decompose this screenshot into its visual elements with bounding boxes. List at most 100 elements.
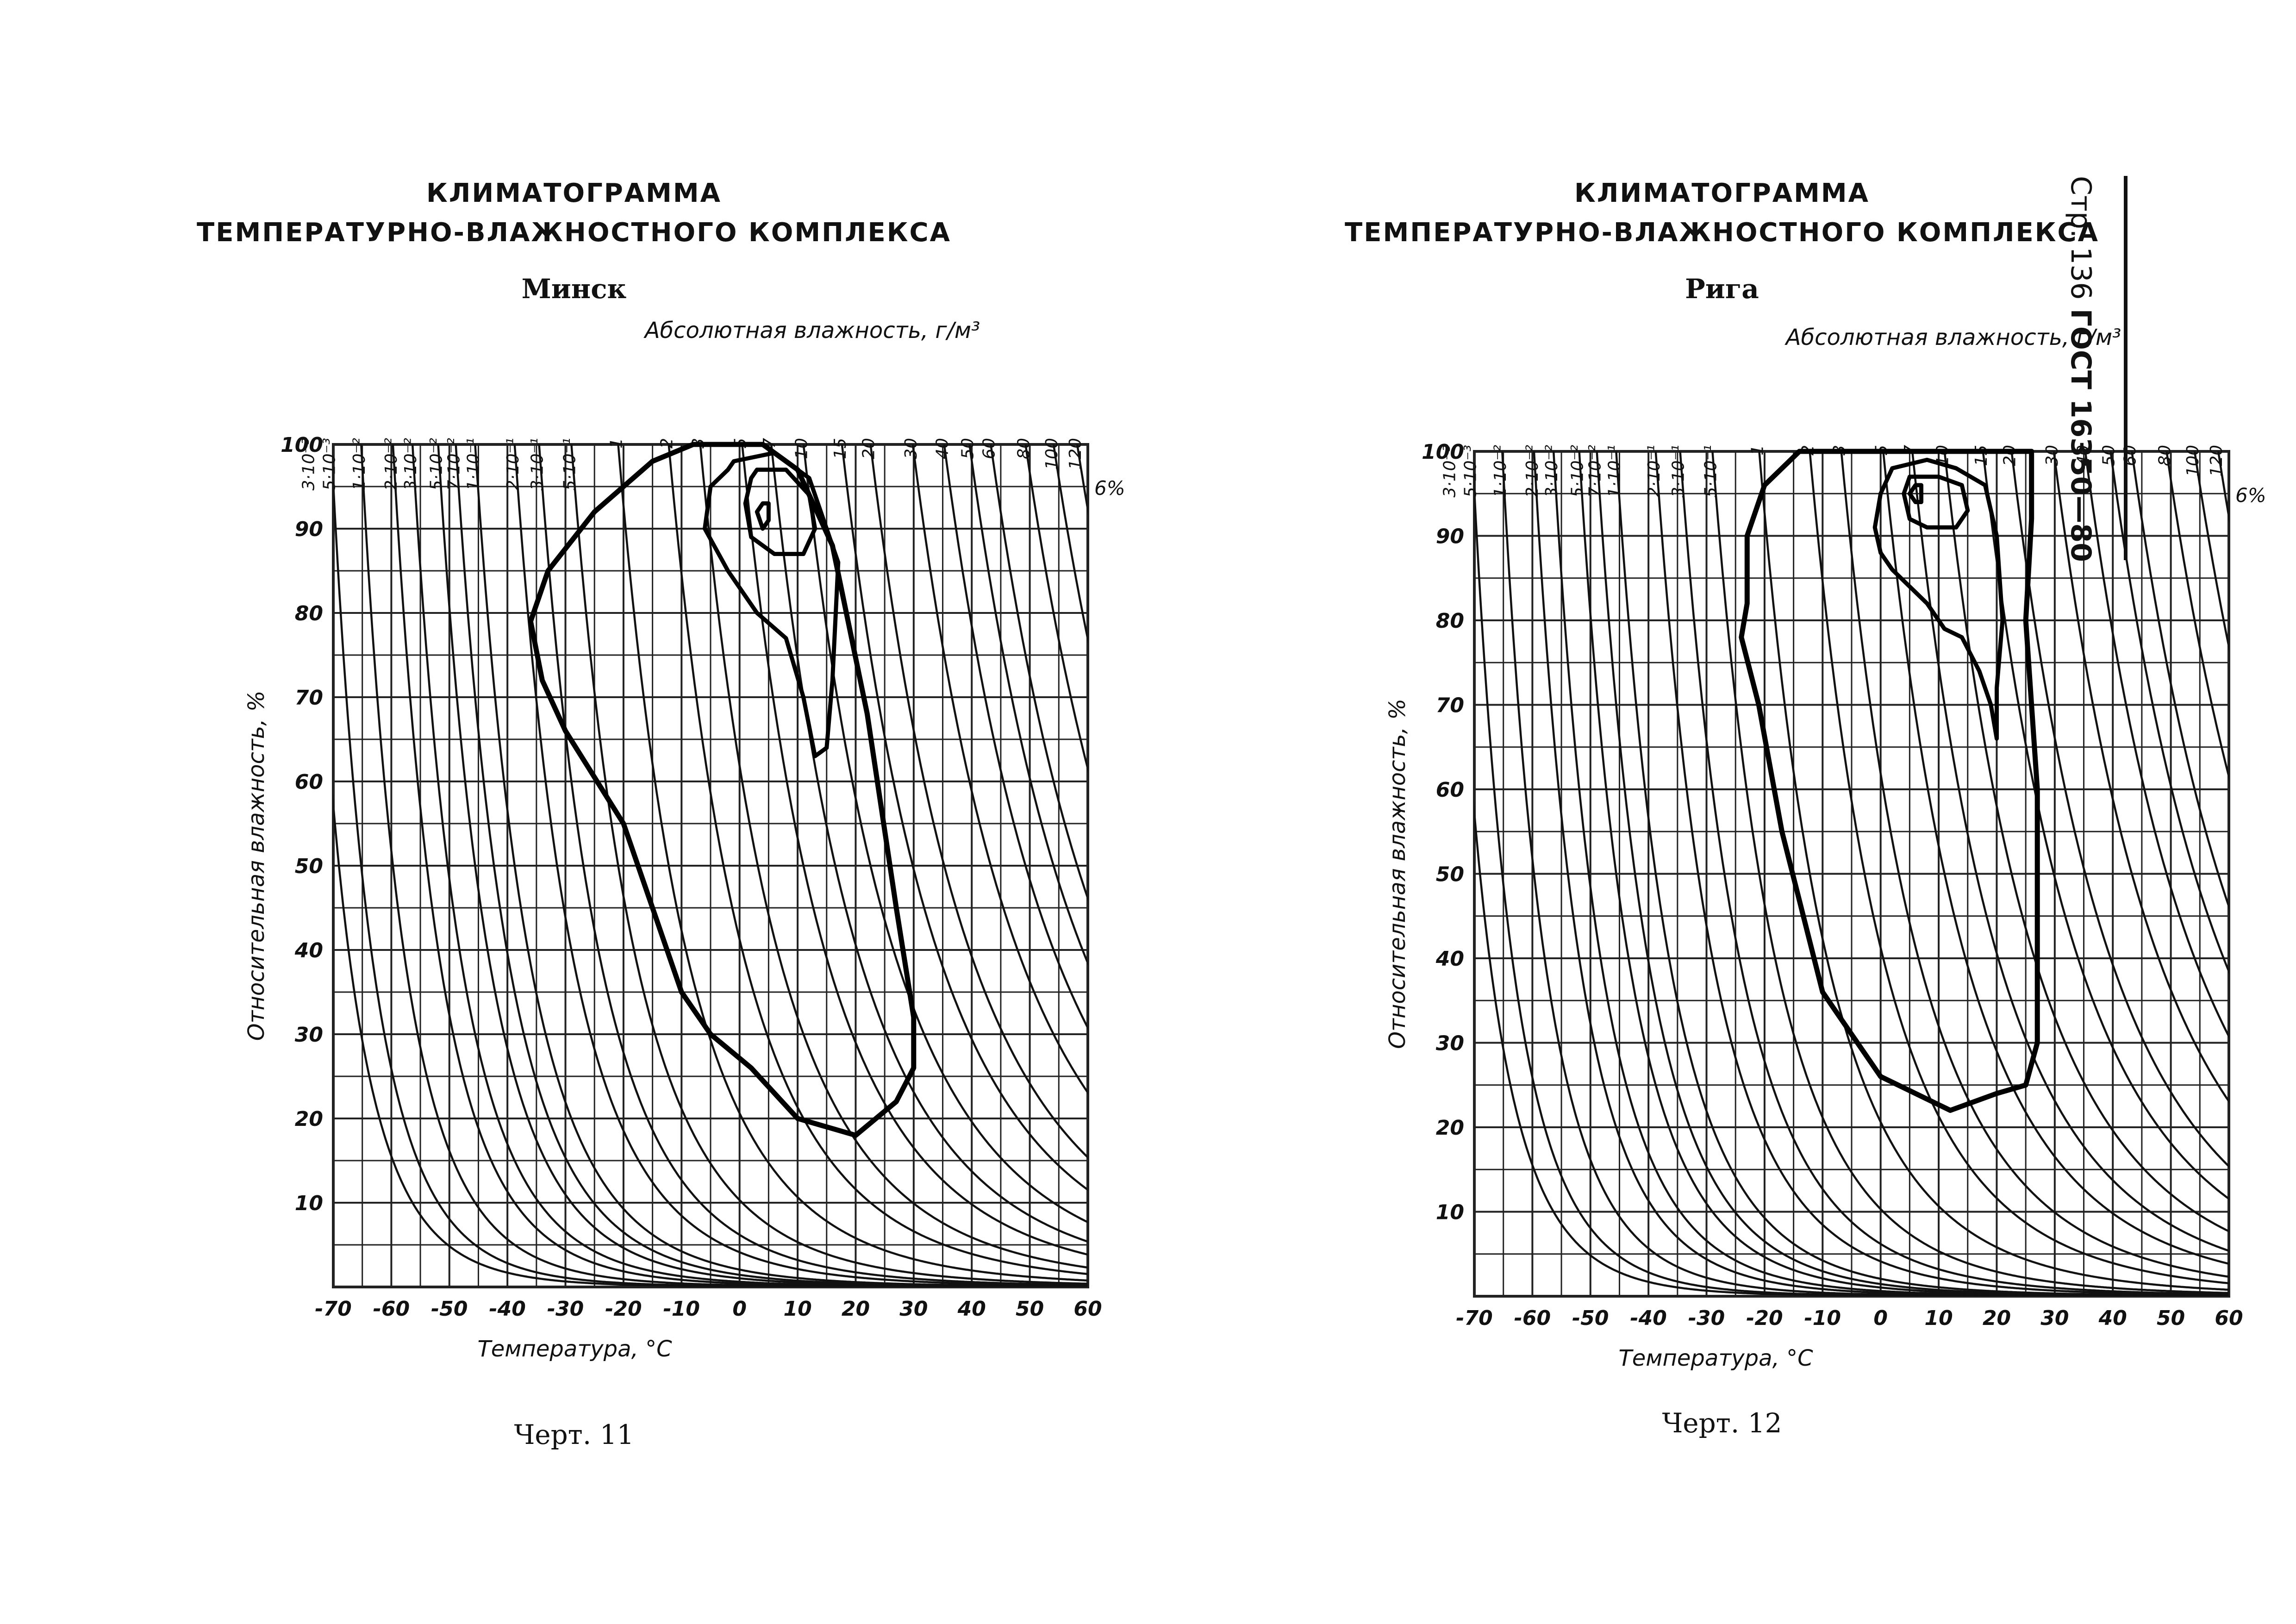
x-axis-title: Температура, °С	[477, 1336, 672, 1362]
y-tick-label: 20	[295, 1107, 323, 1131]
contour-line	[743, 468, 817, 556]
x-tick-label: -40	[489, 1297, 526, 1321]
x-tick-label: -20	[1746, 1306, 1783, 1330]
x-tick-label: 60	[1073, 1297, 1102, 1321]
abs-humidity-label: 1·10⁻¹	[464, 438, 483, 491]
abs-humidity-isoline	[990, 444, 1088, 902]
abs-humidity-isoline	[538, 444, 1088, 1287]
note-label: 6%	[2235, 484, 2266, 507]
x-tick-label: 50	[2157, 1306, 2185, 1330]
abs-humidity-isoline	[2193, 451, 2229, 652]
contour-line	[1902, 475, 1970, 530]
abs-humidity-isoline	[943, 444, 1088, 1031]
abs-humidity-isoline	[1758, 451, 2229, 1291]
climatogram-plot: 3·10⁻³ 5·10⁻³ 1·10⁻² 2·10⁻² 3·10⁻² 5·10⁻²7·10…	[243, 318, 1125, 1362]
abs-humidity-isoline	[2053, 451, 2229, 1104]
abs-humidity-label: 2·10⁻²	[1523, 445, 1542, 498]
abs-humidity-isoline	[1809, 451, 2229, 1285]
abs-humidity-label: 1·10⁻¹	[1605, 445, 1624, 498]
chart-city: Рига	[1685, 273, 1759, 305]
y-tick-label: 60	[1436, 778, 1464, 802]
x-tick-label: -50	[431, 1297, 468, 1321]
top-axis-title: Абсолютная влажность, г/м³	[643, 318, 980, 344]
climate-contours	[528, 442, 917, 1138]
abs-humidity-isoline	[841, 444, 1088, 1191]
abs-humidity-isoline	[570, 444, 1088, 1285]
abs-humidity-label: 3·10⁻³	[1440, 445, 1459, 498]
y-tick-label: 10	[1436, 1201, 1464, 1224]
x-tick-label: 0	[732, 1297, 747, 1321]
y-tick-label: 90	[1436, 525, 1464, 549]
chart-title-line2: ТЕМПЕРАТУРНО-ВЛАЖНОСТНОГО КОМПЛЕКСА	[1345, 218, 2099, 248]
y-tick-label: 80	[295, 602, 323, 625]
x-tick-label: -20	[605, 1297, 642, 1321]
y-tick-label: 30	[1436, 1032, 1464, 1056]
contour-line	[703, 450, 841, 758]
isolines	[333, 444, 1088, 1287]
abs-humidity-label: 3·10⁻²	[1542, 445, 1561, 498]
abs-humidity-isoline	[911, 444, 1088, 1095]
abs-humidity-label: 7·10⁻²	[445, 438, 464, 491]
x-tick-label: -60	[1514, 1306, 1551, 1330]
abs-humidity-label: 30	[2043, 445, 2062, 466]
abs-humidity-isoline	[1982, 451, 2229, 1200]
chart-caption: Черт. 11	[514, 1419, 634, 1450]
y-axis-title: Относительная влажность, %	[1385, 699, 1410, 1049]
x-tick-label: 40	[2098, 1306, 2127, 1330]
abs-humidity-label: 100	[2184, 445, 2202, 477]
y-tick-label: 100	[1422, 440, 1464, 464]
abs-humidity-label: 50	[958, 438, 977, 459]
abs-humidity-label: 3·10⁻¹	[1669, 445, 1688, 498]
y-axis-title: Относительная влажность, %	[243, 691, 269, 1041]
x-tick-label: 10	[1924, 1306, 1953, 1330]
contour-line	[528, 442, 917, 1138]
abs-humidity-isoline	[2131, 451, 2229, 910]
contour-line	[1739, 449, 2040, 1113]
y-tick-label: 100	[281, 433, 323, 457]
abs-humidity-isoline	[1615, 451, 2229, 1296]
abs-humidity-label: 20	[860, 438, 879, 459]
y-tick-label: 60	[295, 770, 323, 794]
abs-humidity-label: 3·10⁻¹	[528, 438, 547, 491]
chart-title-line1: КЛИМАТОГРАММА	[426, 178, 722, 208]
abs-humidity-isoline	[741, 444, 1088, 1256]
abs-humidity-isoline	[699, 444, 1088, 1269]
abs-humidity-isoline	[333, 793, 1088, 1287]
chart-city: Минск	[521, 273, 627, 305]
abs-humidity-isoline	[1882, 451, 2229, 1265]
x-tick-label: 20	[1983, 1306, 2011, 1330]
y-tick-label: 80	[1436, 609, 1464, 633]
abs-humidity-label: 60	[980, 438, 998, 459]
contour-line	[755, 501, 771, 531]
x-tick-label: 50	[1016, 1297, 1044, 1321]
abs-humidity-label: 5·10⁻¹	[560, 438, 579, 491]
chart-minsk: КЛИМАТОГРАММА ТЕМПЕРАТУРНО-ВЛАЖНОСТНОГО …	[197, 178, 1125, 1450]
abs-humidity-label: 5·10⁻³	[320, 438, 339, 491]
x-tick-label: -10	[663, 1297, 700, 1321]
abs-humidity-label: 80	[2156, 445, 2175, 466]
x-tick-label: 30	[899, 1297, 928, 1321]
abs-humidity-isoline	[1679, 451, 2229, 1296]
page-header: Стр. 136 ГОСТ 16350—80	[2065, 176, 2129, 593]
abs-humidity-label: 2·10⁻²	[382, 438, 401, 491]
page-header-rule	[2124, 176, 2128, 560]
abs-humidity-label: 10	[792, 438, 811, 459]
abs-humidity-label: 1	[1748, 445, 1767, 456]
abs-humidity-label: 3·10⁻³	[299, 438, 318, 491]
climate-contours	[1739, 449, 2040, 1113]
abs-humidity-isoline	[513, 444, 1088, 1287]
abs-humidity-isoline	[968, 444, 1088, 966]
abs-humidity-label: 120	[2207, 445, 2226, 477]
x-tick-label: -30	[1688, 1306, 1725, 1330]
x-tick-label: -40	[1630, 1306, 1667, 1330]
chart-caption: Черт. 12	[1662, 1407, 1782, 1439]
abs-humidity-label: 2	[658, 438, 677, 449]
abs-humidity-label: 5·10⁻³	[1461, 445, 1480, 498]
y-tick-label: 90	[295, 518, 323, 541]
note-label: 6%	[1094, 477, 1125, 500]
x-tick-label: -60	[373, 1297, 410, 1321]
y-tick-label: 50	[295, 855, 323, 878]
x-tick-label: 30	[2040, 1306, 2069, 1330]
abs-humidity-isoline	[2010, 451, 2229, 1168]
y-tick-label: 40	[1435, 947, 1464, 971]
